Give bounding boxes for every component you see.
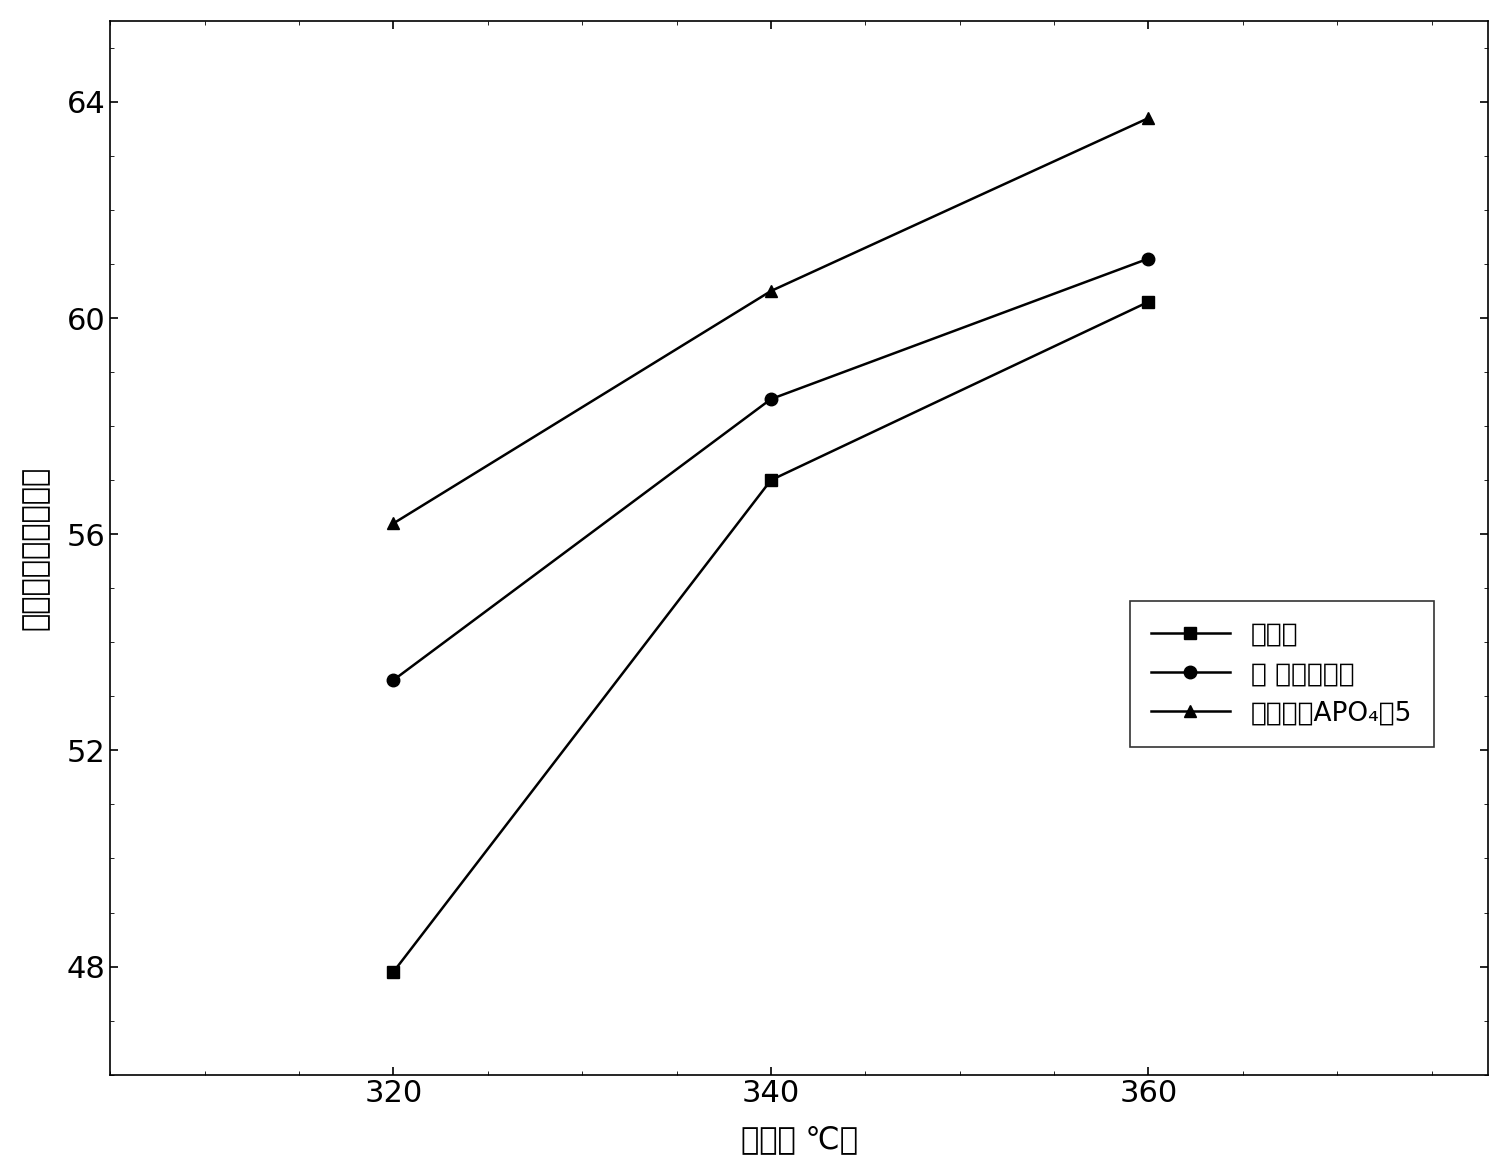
磷 改性氧化铝	[762, 392, 780, 407]
磷 改性氧化铝	[1139, 251, 1157, 266]
Y-axis label: 四氢萝转化率（％）: 四氢萝转化率（％）	[21, 465, 50, 630]
氧化铝＋APO₄－5	[1139, 112, 1157, 126]
Line: 氧化铝＋APO₄－5: 氧化铝＋APO₄－5	[388, 112, 1154, 530]
X-axis label: 温度（ ℃）: 温度（ ℃）	[741, 1126, 857, 1154]
氧化铝	[385, 965, 403, 979]
Legend: 氧化铝, 磷 改性氧化铝, 氧化铝＋APO₄－5: 氧化铝, 磷 改性氧化铝, 氧化铝＋APO₄－5	[1130, 600, 1434, 747]
氧化铝	[762, 474, 780, 488]
氧化铝＋APO₄－5	[762, 284, 780, 298]
Line: 氧化铝: 氧化铝	[388, 296, 1154, 979]
氧化铝＋APO₄－5	[385, 516, 403, 530]
Line: 磷 改性氧化铝: 磷 改性氧化铝	[388, 253, 1154, 686]
磷 改性氧化铝	[385, 673, 403, 687]
氧化铝	[1139, 295, 1157, 309]
